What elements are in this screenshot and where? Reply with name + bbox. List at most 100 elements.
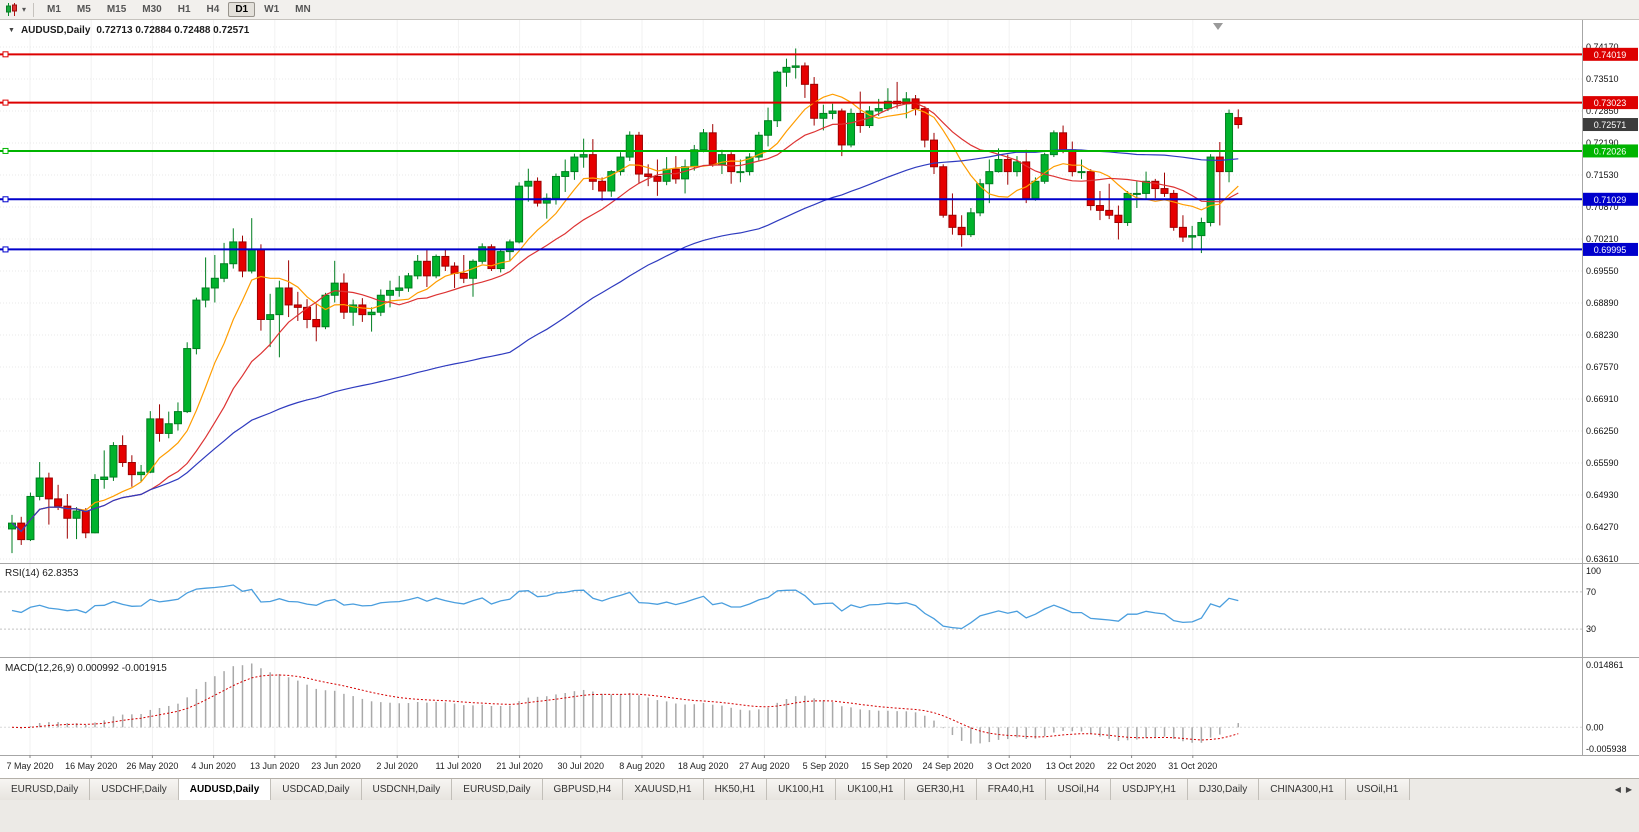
timeframe-button-m30[interactable]: M30: [142, 4, 162, 15]
chart-tab-dj30-daily[interactable]: DJ30,Daily: [1187, 779, 1260, 800]
chart-shift-marker-icon[interactable]: [1213, 23, 1223, 30]
chart-tab-xauusd-h1[interactable]: XAUUSD,H1: [623, 779, 704, 800]
date-axis-label: 24 Sep 2020: [922, 761, 973, 771]
macd-axis-tick: 0.00: [1586, 722, 1604, 732]
candle-bull: [164, 423, 173, 434]
candle-bull: [1123, 192, 1132, 224]
chart-tab-usdchf-daily[interactable]: USDCHF,Daily: [90, 779, 179, 800]
candles-chart-icon[interactable]: [4, 3, 20, 17]
candle-bear: [1160, 188, 1169, 194]
candle-bear: [1095, 205, 1104, 211]
chart-tab-fra40-h1[interactable]: FRA40,H1: [976, 779, 1047, 800]
candle-bull: [404, 275, 413, 289]
candle-bear: [293, 304, 302, 308]
chart-tab-usoil-h4[interactable]: USOil,H4: [1046, 779, 1112, 800]
candle-bull: [146, 418, 155, 473]
candle-bull: [791, 65, 800, 68]
timeframe-button-m1[interactable]: M1: [47, 4, 61, 15]
rsi-line: [11, 584, 1239, 630]
price-badge-value: 0.73023: [1594, 98, 1627, 108]
date-axis-label: 16 May 2020: [65, 761, 117, 771]
candle-bull: [192, 299, 201, 350]
chart-area[interactable]: ▼ AUDUSD,Daily 0.72713 0.72884 0.72488 0…: [0, 20, 1639, 778]
candle-bear: [450, 265, 459, 274]
line-anchor-icon[interactable]: [2, 246, 9, 253]
chart-type-dropdown-icon[interactable]: ▾: [22, 5, 27, 14]
candle-bear: [81, 510, 90, 534]
chart-tab-uk100-h1[interactable]: UK100,H1: [767, 779, 837, 800]
candle-bear: [54, 498, 63, 507]
candle-bull: [275, 287, 284, 316]
chart-tab-usdcad-daily[interactable]: USDCAD,Daily: [271, 779, 362, 800]
price-badge-value: 0.69995: [1594, 245, 1627, 255]
moving-average-16: [11, 102, 1239, 533]
candle-bull: [386, 289, 395, 296]
candle-bear: [118, 445, 127, 464]
chart-tab-eurusd-daily[interactable]: EURUSD,Daily: [452, 779, 543, 800]
candle-bull: [432, 255, 441, 277]
candle-bull: [395, 287, 404, 291]
collapse-triangle-icon[interactable]: ▼: [8, 27, 15, 34]
chart-tab-usoil-h1[interactable]: USOil,H1: [1345, 779, 1411, 800]
candle-bear: [339, 282, 348, 313]
candle-bull: [349, 304, 358, 313]
candle-bull: [229, 241, 238, 265]
chart-tab-uk100-h1[interactable]: UK100,H1: [836, 779, 906, 800]
candle-bull: [782, 66, 791, 73]
candle-bull: [1077, 171, 1086, 174]
macd-axis-tick: 0.014861: [1586, 660, 1624, 670]
candle-bull: [699, 132, 708, 151]
timeframe-button-h1[interactable]: H1: [177, 4, 191, 15]
candle-bear: [1234, 117, 1243, 126]
timeframe-button-h4[interactable]: H4: [206, 4, 220, 15]
candle-bull: [478, 246, 487, 262]
timeframe-button-w1[interactable]: W1: [264, 4, 280, 15]
price-chart-canvas[interactable]: 0.74170 0.73510 0.72850 0.72190 0.71530 0.708…: [0, 20, 1639, 778]
tabs-scroll-right-icon[interactable]: ▶: [1625, 785, 1632, 794]
line-anchor-icon[interactable]: [2, 51, 9, 58]
moving-average-55: [11, 149, 1239, 533]
candle-bull: [201, 287, 210, 301]
rsi-axis-tick: 30: [1586, 624, 1596, 634]
candle-bear: [588, 154, 597, 182]
candle-bear: [533, 180, 542, 204]
candle-bear: [358, 304, 367, 316]
chart-tab-hk50-h1[interactable]: HK50,H1: [703, 779, 768, 800]
timeframe-button-mn[interactable]: MN: [295, 4, 311, 15]
candle-bull: [1049, 132, 1058, 156]
chart-tab-audusd-daily[interactable]: AUDUSD,Daily: [178, 779, 272, 800]
candle-bull: [72, 510, 81, 519]
timeframe-button-m15[interactable]: M15: [106, 4, 127, 15]
candle-bear: [422, 260, 431, 277]
candle-bear: [1169, 192, 1178, 228]
date-axis-label: 13 Jun 2020: [250, 761, 300, 771]
chart-ohlc-values: 0.72713 0.72884 0.72488 0.72571: [96, 25, 250, 36]
candle-bear: [920, 108, 929, 141]
chart-tab-china300-h1[interactable]: CHINA300,H1: [1259, 779, 1346, 800]
timeframe-button-m5[interactable]: M5: [76, 4, 91, 15]
candle-bear: [1068, 149, 1077, 173]
date-axis-label: 8 Aug 2020: [619, 761, 665, 771]
date-axis-label: 3 Oct 2020: [987, 761, 1031, 771]
candles-icon-glyph: [6, 3, 17, 16]
candle-bear: [44, 477, 53, 500]
tabs-scroll-left-icon[interactable]: ◀: [1614, 785, 1621, 794]
candle-bull: [173, 411, 182, 425]
candle-bull: [266, 314, 275, 320]
price-axis-tick: 0.70210: [1586, 234, 1619, 244]
timeframe-button-d1[interactable]: D1: [228, 2, 256, 17]
line-anchor-icon[interactable]: [2, 147, 9, 154]
date-axis-label: 4 Jun 2020: [191, 761, 236, 771]
candle-bear: [939, 166, 948, 216]
candle-bear: [441, 255, 450, 267]
price-axis-tick: 0.67570: [1586, 362, 1619, 372]
chart-tab-usdjpy-h1[interactable]: USDJPY,H1: [1111, 779, 1188, 800]
candle-bull: [1040, 154, 1049, 182]
chart-tab-eurusd-daily[interactable]: EURUSD,Daily: [0, 779, 91, 800]
line-anchor-icon[interactable]: [2, 99, 9, 106]
chart-tab-usdcnh-daily[interactable]: USDCNH,Daily: [361, 779, 453, 800]
chart-tab-gbpusd-h4[interactable]: GBPUSD,H4: [542, 779, 624, 800]
date-axis-label: 23 Jun 2020: [311, 761, 361, 771]
line-anchor-icon[interactable]: [2, 196, 9, 203]
chart-tab-ger30-h1[interactable]: GER30,H1: [905, 779, 977, 800]
